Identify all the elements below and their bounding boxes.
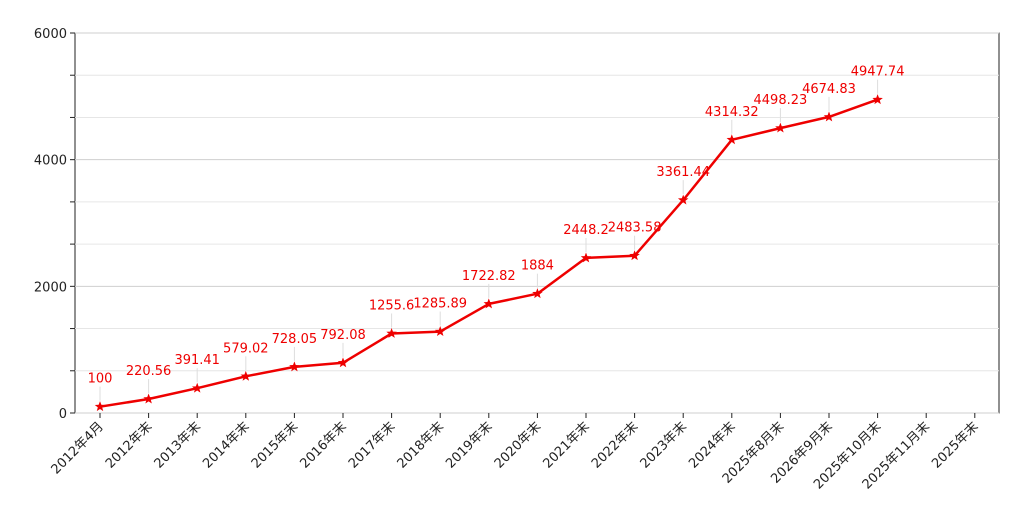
data-label: 391.41 <box>174 353 220 368</box>
x-tick-label: 2013年末 <box>152 419 204 471</box>
data-label: 100 <box>88 372 113 387</box>
data-point-star-icon <box>823 111 835 122</box>
data-label: 579.02 <box>223 341 269 356</box>
data-point-star-icon <box>191 382 203 393</box>
data-label: 1255.6 <box>369 298 415 313</box>
x-tick-label: 2014年末 <box>200 419 252 471</box>
series-line <box>94 94 883 412</box>
data-label: 2448.2 <box>563 223 609 238</box>
data-label: 3361.44 <box>656 165 710 180</box>
x-tick-label: 2012年末 <box>103 419 155 471</box>
data-point-star-icon <box>434 326 446 337</box>
data-label: 4947.74 <box>851 65 905 80</box>
y-tick-label: 2000 <box>34 280 67 295</box>
x-tick-label: 2015年末 <box>249 419 301 471</box>
x-tick-label: 2021年末 <box>540 419 592 471</box>
x-tick-label: 2025年末 <box>929 419 981 471</box>
data-label: 4314.32 <box>705 105 759 120</box>
data-point-star-icon <box>532 288 543 299</box>
data-label: 792.08 <box>320 328 366 343</box>
plot-area <box>74 32 1000 414</box>
x-tick-label: 2016年末 <box>297 419 349 471</box>
y-tick-label: 4000 <box>34 154 67 169</box>
x-tick-label: 2019年末 <box>443 419 495 471</box>
data-point-star-icon <box>483 298 495 309</box>
data-point-star-icon <box>872 94 883 105</box>
x-tick-label: 2022年末 <box>589 419 641 471</box>
x-tick-label: 2020年末 <box>492 419 544 471</box>
x-tick-label: 2012年4月 <box>49 419 107 477</box>
data-point-star-icon <box>629 250 640 261</box>
data-point-star-icon <box>726 134 738 145</box>
data-label: 1285.89 <box>413 297 467 312</box>
data-point-star-icon <box>677 194 689 205</box>
data-point-star-icon <box>386 327 397 338</box>
data-point-star-icon <box>240 370 252 381</box>
data-label: 1884 <box>521 259 554 274</box>
y-tick-label: 6000 <box>34 27 67 42</box>
x-tick-label: 2018年末 <box>395 419 447 471</box>
data-point-star-icon <box>580 252 592 263</box>
data-label: 728.05 <box>272 332 318 347</box>
y-tick-label: 0 <box>59 407 67 422</box>
data-point-star-icon <box>94 401 106 412</box>
data-point-star-icon <box>143 393 154 404</box>
grid-lines <box>75 32 999 414</box>
data-label: 4498.23 <box>754 93 808 108</box>
data-point-star-icon <box>337 357 349 368</box>
data-label: 1722.82 <box>462 269 516 284</box>
data-point-star-icon <box>289 361 300 372</box>
data-label: 2483.58 <box>608 221 662 236</box>
x-tick-label: 2017年末 <box>346 419 398 471</box>
data-label: 220.56 <box>126 364 172 379</box>
data-label: 4674.83 <box>802 82 856 97</box>
data-point-star-icon <box>775 122 786 133</box>
x-tick-label: 2023年末 <box>638 419 690 471</box>
